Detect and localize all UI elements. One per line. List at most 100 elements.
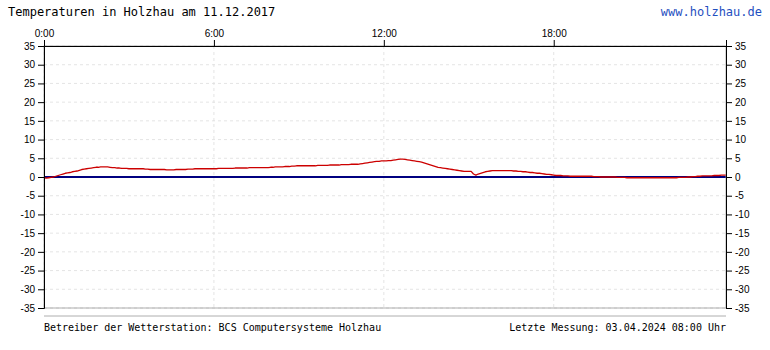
grid-line-y [44, 120, 726, 121]
tick-mark [726, 196, 732, 197]
tick: 20 [726, 97, 747, 108]
tick-label: 6:00 [205, 28, 225, 39]
grid-line-y [44, 158, 726, 159]
grid [44, 46, 726, 308]
tick-label: 0:00 [35, 28, 55, 39]
tick-label: 5 [29, 153, 35, 164]
tick-label: 15 [24, 116, 36, 127]
tick-mark [38, 140, 44, 141]
tick: -15 [726, 228, 750, 239]
tick: 25 [24, 78, 44, 89]
tick-label: 0 [29, 172, 35, 183]
tick-mark [38, 271, 44, 272]
tick-mark [726, 252, 732, 253]
tick-mark [38, 252, 44, 253]
tick: -25 [726, 265, 750, 276]
tick-label: -5 [26, 190, 35, 201]
grid-line-y [44, 233, 726, 234]
lines [44, 159, 726, 178]
axis-line [45, 40, 727, 47]
tick-label: 5 [735, 153, 741, 164]
tick-mark [214, 40, 215, 46]
tick-mark [38, 308, 44, 309]
tick-mark [38, 83, 44, 84]
tick-label: 20 [735, 97, 747, 108]
tick-mark [38, 289, 44, 290]
tick-mark [726, 214, 732, 215]
series-line [44, 159, 726, 178]
tick: -30 [726, 284, 750, 295]
tick-mark [38, 196, 44, 197]
tick-label: 25 [24, 78, 36, 89]
tick-label: 10 [735, 134, 747, 145]
tick-label: 12:00 [372, 28, 397, 39]
tick: 18:00 [542, 28, 567, 46]
tick: -30 [21, 284, 44, 295]
grid-line-y [44, 195, 726, 196]
tick-mark [384, 40, 385, 46]
website: www.holzhau.de [661, 5, 762, 19]
tick: 15 [24, 116, 44, 127]
tick: -5 [26, 190, 44, 201]
tick-mark [38, 121, 44, 122]
tick-label: 35 [735, 41, 747, 52]
tick: -35 [726, 303, 750, 314]
tick: -15 [21, 228, 44, 239]
tick-label: -5 [735, 190, 744, 201]
grid-line-y [44, 139, 726, 140]
tick-label: -20 [735, 247, 750, 258]
tick: -20 [726, 247, 750, 258]
tick-label: -35 [735, 303, 750, 314]
grid-line-y [44, 83, 726, 84]
y-axis-left: -35-30-25-20-15-10-505101520253035 [21, 41, 45, 314]
tick: 30 [24, 59, 44, 70]
tick: -5 [726, 190, 744, 201]
tick-mark [554, 40, 555, 46]
tick-mark [726, 121, 732, 122]
tick: 30 [726, 59, 747, 70]
tick-mark [38, 102, 44, 103]
tick: 5 [29, 153, 44, 164]
chart: 0:00 6:00 12:00 18:00 -35 -30 -25 -20 -15 -10 -5 0 5… [0, 0, 770, 350]
tick-mark [726, 65, 732, 66]
tick-mark [726, 140, 732, 141]
tick-label: 15 [735, 116, 747, 127]
tick: -35 [21, 303, 44, 314]
tick-mark [726, 271, 732, 272]
tick-label: 35 [24, 41, 36, 52]
tick-mark [38, 177, 44, 178]
tick: 35 [24, 41, 44, 52]
chart-container: 0:00 6:00 12:00 18:00 -35 -30 -25 -20 -15 -10 -5 0 5… [0, 0, 770, 350]
tick-label: -20 [21, 247, 36, 258]
grid-line-y [44, 289, 726, 290]
axis-line [727, 47, 733, 309]
tick-label: 25 [735, 78, 747, 89]
tick: 0 [726, 172, 741, 183]
tick-mark [38, 214, 44, 215]
tick-mark [726, 83, 732, 84]
tick-label: -35 [21, 303, 36, 314]
tick-label: -15 [735, 228, 750, 239]
plot-frame [44, 46, 726, 308]
tick-mark [38, 65, 44, 66]
grid-line-y [44, 251, 726, 252]
tick-label: -30 [21, 284, 36, 295]
y-axis-right: -35 -30 -25 -20 -15 -10 -5 0 5 10 15 20 25 30 35 [726, 41, 750, 314]
tick-mark [726, 102, 732, 103]
tick-mark [726, 233, 732, 234]
tick: 0 [29, 172, 44, 183]
grid-line-y [44, 270, 726, 271]
tick-label: 18:00 [542, 28, 567, 39]
grid-line-y [44, 64, 726, 65]
tick-label: -10 [735, 209, 750, 220]
tick-label: -30 [735, 284, 750, 295]
tick: -20 [21, 247, 44, 258]
tick: -10 [726, 209, 750, 220]
tick: 5 [726, 153, 741, 164]
tick-label: -15 [21, 228, 36, 239]
footer-right: Letzte Messung: 03.04.2024 08:00 Uhr [509, 322, 726, 333]
tick: 15 [726, 116, 747, 127]
tick-mark [726, 289, 732, 290]
tick-mark [38, 46, 44, 47]
tick-label: -25 [735, 265, 750, 276]
